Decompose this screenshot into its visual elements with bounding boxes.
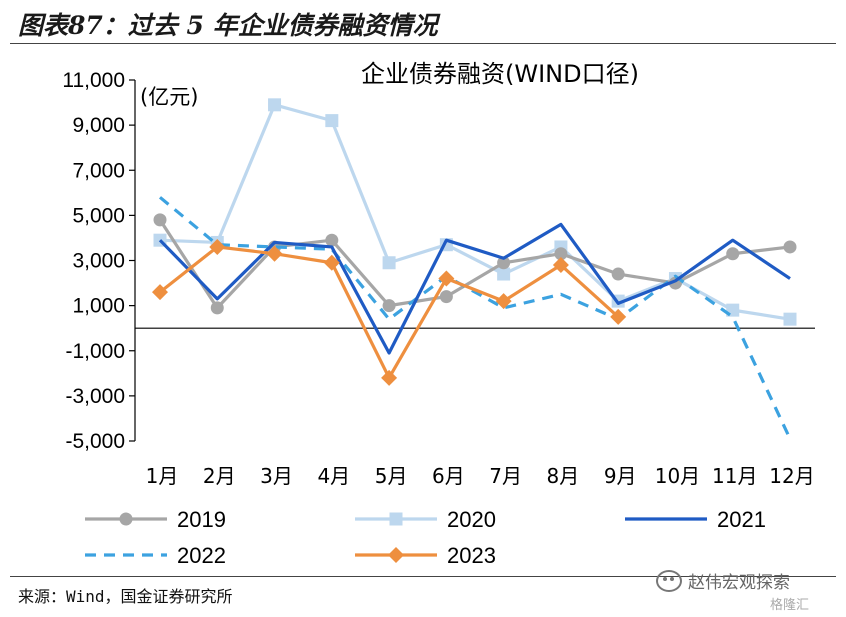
y-tick-label: -5,000: [65, 430, 125, 453]
series-line-2022: [158, 196, 792, 440]
x-tick-label: 2月: [203, 464, 236, 488]
data-point-2023: [438, 270, 455, 287]
y-tick-label: 3,000: [72, 250, 125, 273]
legend-item-2019: 2019: [85, 507, 226, 532]
data-point-2019: [554, 247, 568, 261]
data-point-2023: [610, 308, 627, 325]
data-point-2019: [210, 301, 224, 315]
legend-label: 2021: [717, 507, 766, 532]
x-tick-label: 1月: [146, 464, 179, 488]
x-tick-label: 6月: [432, 464, 465, 488]
legend-label: 2019: [177, 507, 226, 532]
data-point-2019: [325, 233, 339, 247]
data-point-2020: [783, 312, 797, 326]
data-point-2023: [266, 245, 283, 262]
watermark-secondary: 格隆汇: [770, 598, 810, 613]
data-point-2023: [495, 293, 512, 310]
x-tick-label: 10月: [655, 464, 700, 488]
series-line-2020: [159, 103, 791, 321]
data-point-2019: [439, 290, 453, 304]
wechat-icon: [656, 569, 682, 592]
series-2023: [152, 238, 627, 386]
x-tick-label: 12月: [769, 464, 814, 488]
legend-item-2022: 2022: [85, 543, 226, 568]
data-point-2020: [497, 267, 511, 281]
data-point-2019: [726, 247, 740, 261]
x-tick-label: 4月: [317, 464, 350, 488]
y-tick-label: -3,000: [65, 385, 125, 408]
y-tick-label: 7,000: [72, 159, 125, 182]
top-rule: [10, 43, 836, 44]
data-point-2020: [268, 98, 282, 112]
bottom-rule: [10, 576, 836, 577]
watermark-text: 赵伟宏观探索: [688, 573, 790, 593]
x-tick-label: 7月: [489, 464, 522, 488]
legend-label: 2023: [447, 543, 496, 568]
x-tick-label: 9月: [604, 464, 637, 488]
chart-title: 企业债券融资(WIND口径): [361, 60, 639, 88]
data-point-2020: [382, 256, 396, 270]
data-point-2019: [611, 267, 625, 281]
legend-item-2020: 2020: [355, 507, 496, 532]
data-point-2023: [209, 238, 226, 255]
y-tick-label: 11,000: [62, 69, 125, 92]
data-point-2019: [382, 299, 396, 313]
figure-title: 图表87：过去 5 年企业债券融资情况: [18, 11, 438, 40]
legend-label: 2022: [177, 543, 226, 568]
series-line-2019: [158, 219, 791, 310]
data-point-2019: [153, 213, 167, 227]
legend-marker: [119, 512, 133, 526]
series-2022: [158, 196, 792, 440]
watermark: 赵伟宏观探索: [656, 568, 790, 593]
source-note: 来源：Wind，国金证券研究所: [18, 587, 233, 606]
data-point-2023: [552, 257, 569, 274]
data-point-2019: [783, 240, 797, 254]
x-tick-label: 11月: [712, 464, 757, 488]
y-tick-label: 1,000: [72, 295, 125, 318]
x-tick-label: 8月: [547, 464, 580, 488]
data-point-2023: [323, 254, 340, 271]
y-tick-label: 5,000: [72, 204, 125, 227]
data-point-2023: [381, 369, 398, 386]
unit-label: (亿元): [140, 85, 198, 109]
data-point-2020: [325, 114, 339, 128]
data-point-2023: [152, 284, 168, 301]
legend-label: 2020: [447, 507, 496, 532]
legend-item-2023: 2023: [355, 543, 496, 568]
legend-item-2021: 2021: [625, 507, 766, 532]
y-tick-label: 9,000: [72, 114, 125, 137]
data-point-2019: [497, 256, 511, 270]
legend-marker: [388, 547, 404, 563]
legend-marker: [389, 512, 403, 526]
x-tick-label: 3月: [260, 464, 293, 488]
x-tick-label: 5月: [375, 464, 408, 488]
y-tick-label: -1,000: [65, 340, 125, 363]
